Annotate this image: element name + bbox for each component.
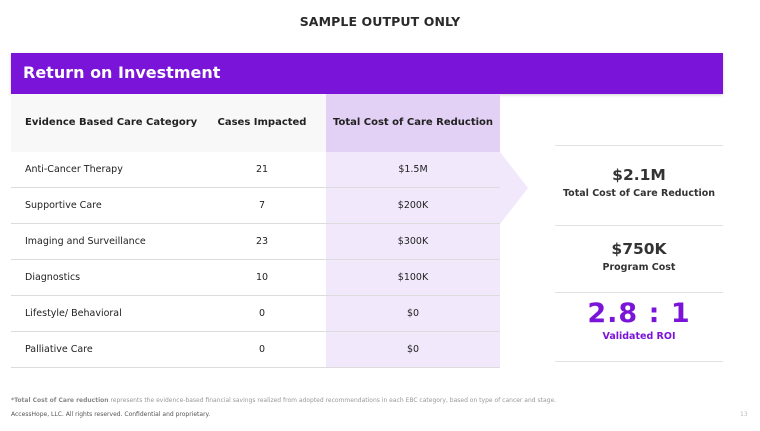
table-row: Supportive Care 7 $200K [11,188,500,224]
table-row: Palliative Care 0 $0 [11,332,500,368]
table-row: Lifestyle/ Behavioral 0 $0 [11,296,500,332]
copyright-notice: AccessHope, LLC. All rights reserved. Co… [11,411,211,418]
category-cell: Palliative Care [25,344,93,355]
footnote-term: *Total Cost of Care reduction [11,397,109,404]
cases-cell: 0 [258,308,266,319]
category-cell: Diagnostics [25,272,81,283]
table-row: Anti-Cancer Therapy 21 $1.5M [11,152,500,188]
category-cell: Imaging and Surveillance [25,236,146,247]
reduction-cell: $0 [326,332,500,367]
reduction-cell: $0 [326,296,500,331]
footnote-text: represents the evidence-based financial … [108,397,557,404]
column-header-reduction: Total Cost of Care Reduction [326,94,500,152]
program-cost-value: $750K [611,240,667,258]
summary-divider [555,225,723,226]
summary-divider [555,292,723,293]
total-reduction-value: $2.1M [612,166,666,184]
roi-value: 2.8 : 1 [587,298,691,329]
reduction-cell: $200K [326,188,500,223]
reduction-cell: $1.5M [326,152,500,187]
column-header-cases: Cases Impacted [217,117,307,128]
cases-cell: 10 [255,272,269,283]
column-header-category: Evidence Based Care Category [25,117,198,128]
roi-label: Validated ROI [602,331,676,342]
section-header: Return on Investment [11,53,723,94]
table-row: Diagnostics 10 $100K [11,260,500,296]
sample-output-banner: SAMPLE OUTPUT ONLY [299,14,461,29]
program-cost-summary: $750K Program Cost [555,240,723,273]
table-row: Imaging and Surveillance 23 $300K [11,224,500,260]
summary-divider [555,145,723,146]
cases-cell: 23 [255,236,269,247]
reduction-cell: $300K [326,224,500,259]
footnote: *Total Cost of Care reduction represents… [11,397,556,404]
category-cell: Lifestyle/ Behavioral [25,308,122,319]
roi-summary: 2.8 : 1 Validated ROI [555,298,723,342]
cases-cell: 0 [258,344,266,355]
total-reduction-label: Total Cost of Care Reduction [562,188,716,199]
summary-divider [555,361,723,362]
roi-table: Evidence Based Care Category Cases Impac… [11,94,500,368]
page-number: 13 [740,411,748,418]
cases-cell: 21 [255,164,269,175]
program-cost-label: Program Cost [602,262,676,273]
total-reduction-summary: $2.1M Total Cost of Care Reduction [555,166,723,199]
cases-cell: 7 [258,200,266,211]
section-title: Return on Investment [23,63,221,82]
table-header-row: Evidence Based Care Category Cases Impac… [11,94,500,152]
reduction-cell: $100K [326,260,500,295]
category-cell: Supportive Care [25,200,102,211]
chevron-right-icon [500,152,528,224]
category-cell: Anti-Cancer Therapy [25,164,123,175]
